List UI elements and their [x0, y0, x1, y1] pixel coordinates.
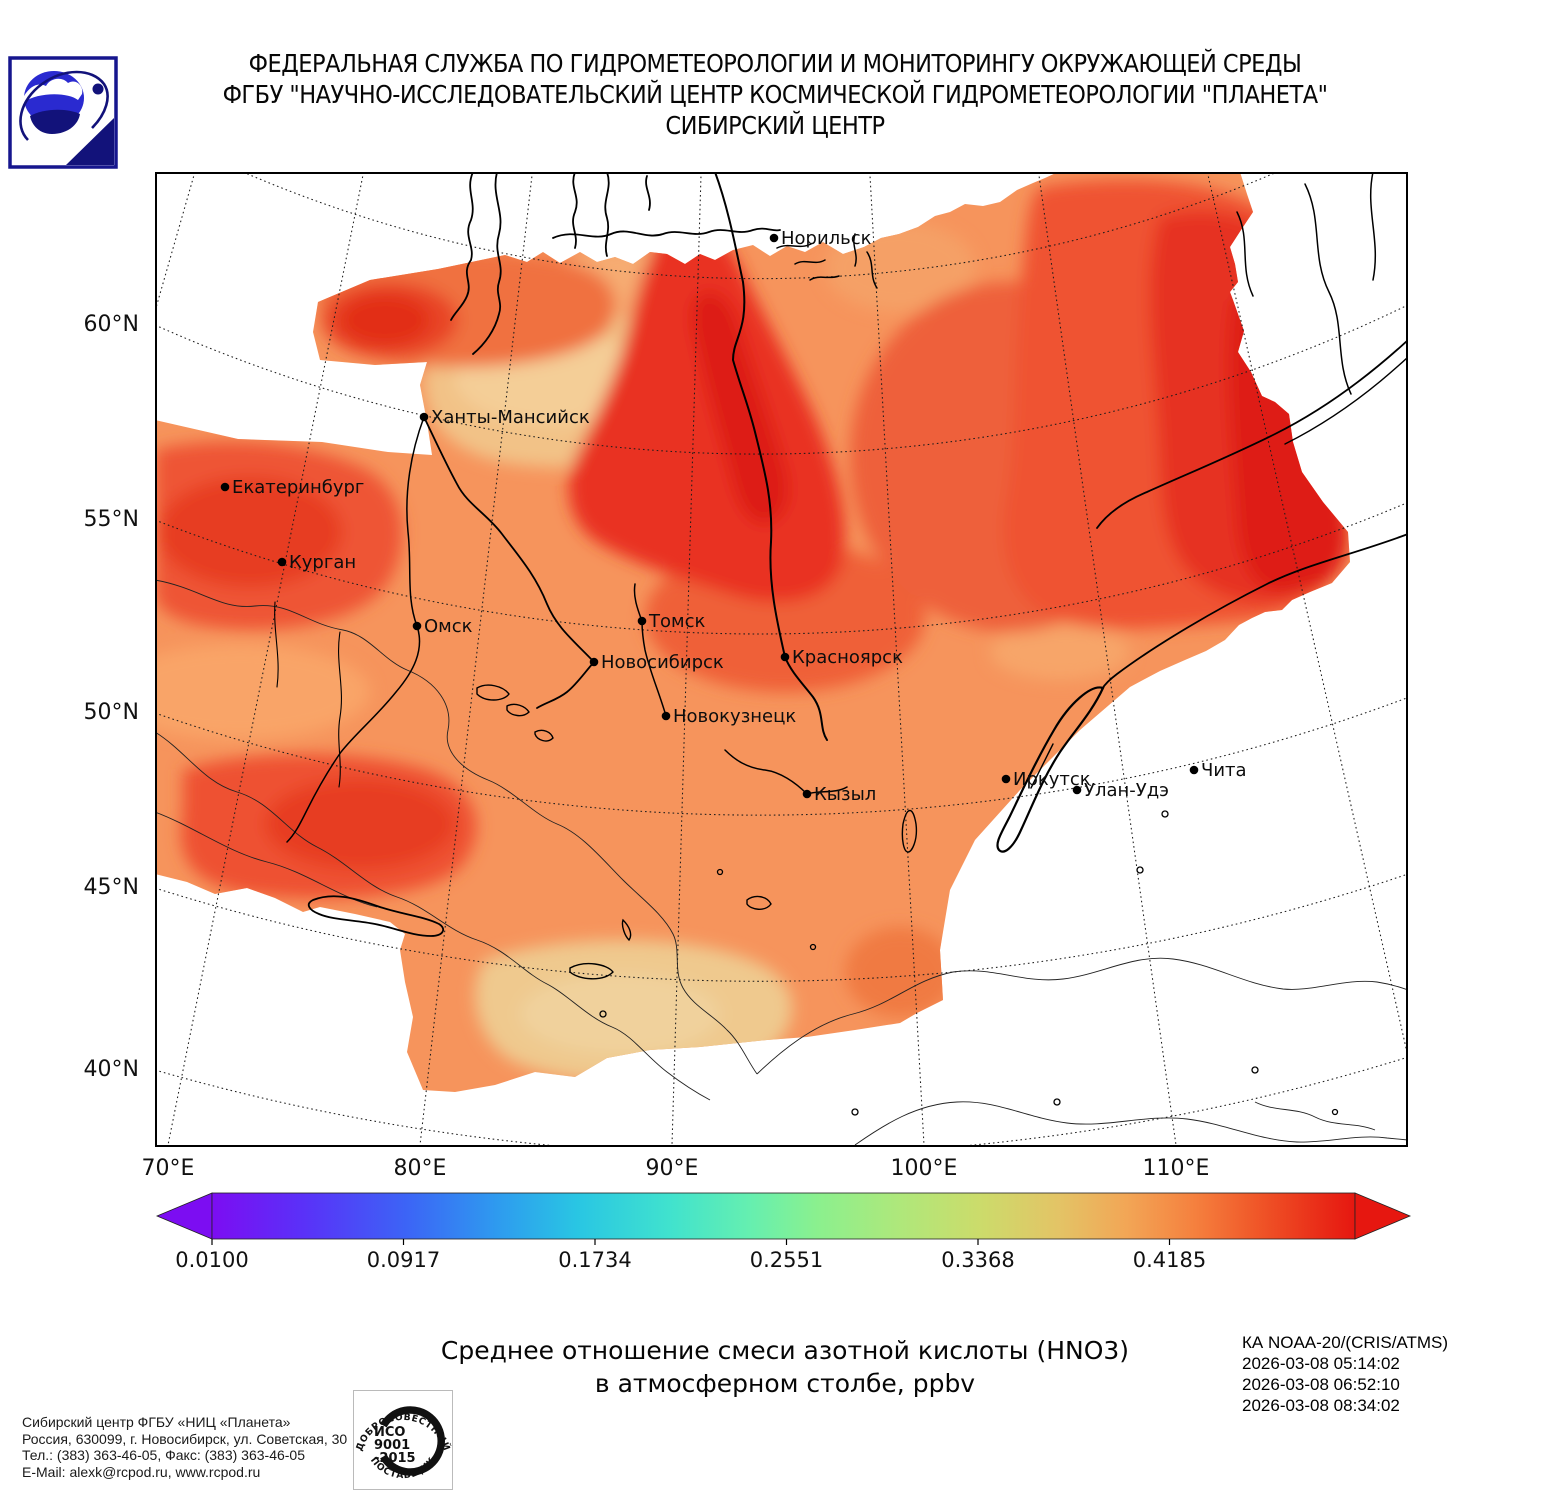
city-label: Новокузнецк: [673, 706, 796, 727]
colorbar-tick-value: 0.0100: [175, 1248, 249, 1272]
lon-tick-label: 70°E: [141, 1156, 195, 1181]
address-line: E-Mail: alexk@rcpod.ru, www.rcpod.ru: [22, 1463, 261, 1480]
city-label: Красноярск: [792, 647, 903, 668]
city-label: Новосибирск: [601, 652, 724, 673]
satellite-info: КА NOAA-20/(CRIS/ATMS) 2026-03-08 05:14:0…: [1242, 1332, 1522, 1416]
lat-tick-label: 50°N: [83, 700, 139, 725]
lon-tick-label: 100°E: [890, 1156, 958, 1181]
map-panel: Норильск Ханты-Мансийск Екатеринбург Курган…: [155, 172, 1408, 1147]
city-dot: [412, 621, 422, 631]
colorbar-ticks: [211, 1239, 1171, 1245]
city-dot: [1189, 765, 1199, 775]
iso-stamp: ДОБРОСОВЕСТНЫЙ ПОСТАВЩИК ИСО 9001 -2015: [353, 1390, 453, 1490]
city-dot: [637, 616, 647, 626]
city-label: Ханты-Мансийск: [431, 407, 590, 428]
caption-line-2: в атмосферном столбе, ppbv: [594, 1369, 976, 1398]
hno3-heat-swath: [155, 172, 1350, 1092]
hno3-map: Норильск Ханты-Мансийск Екатеринбург Курган…: [155, 172, 1408, 1147]
planeta-logo: [8, 56, 118, 169]
lon-tick-label: 90°E: [645, 1156, 699, 1181]
city-layer: Норильск Ханты-Мансийск Екатеринбург Курган…: [220, 228, 1247, 805]
stamp-c-mark: [380, 1406, 445, 1476]
planeta-logo-icon: [8, 56, 118, 169]
city-dot: [1001, 774, 1011, 784]
city-label: Иркутск: [1013, 769, 1091, 790]
satellite-info-line: 2026-03-08 08:34:02: [1242, 1396, 1400, 1415]
stamp-iso-line-1: ИСО: [374, 1425, 405, 1440]
colorbar-right-arrow: [1354, 1192, 1412, 1240]
lat-tick-label: 45°N: [83, 875, 139, 900]
stamp-iso-line-3: -2015: [374, 1451, 416, 1466]
city-label: Кызыл: [814, 784, 876, 805]
colorbar-tick-labels: 0.0100 0.0917 0.1734 0.2551 0.3368 0.4185: [155, 1248, 1415, 1276]
lat-tick-label: 60°N: [83, 312, 139, 337]
satellite-info-line: 2026-03-08 06:52:10: [1242, 1375, 1400, 1394]
country-borders: [155, 579, 1408, 1146]
colorbar-tick-value: 0.3368: [941, 1248, 1015, 1272]
stamp-iso-line-2: 9001: [374, 1438, 410, 1453]
address-line: Тел.: (383) 363-46-05, Факс: (383) 363-4…: [22, 1447, 305, 1463]
city-dot: [1072, 785, 1082, 795]
caption-line-1: Среднее отношение смеси азотной кислоты …: [440, 1336, 1130, 1365]
title-line-1: ФЕДЕРАЛЬНАЯ СЛУЖБА ПО ГИДРОМЕТЕОРОЛОГИИ …: [248, 49, 1302, 78]
city-dot: [220, 482, 230, 492]
colorbar-tick-value: 0.2551: [749, 1248, 824, 1272]
map-frame: [155, 172, 1408, 1147]
city-dot: [769, 233, 779, 243]
city-label: Томск: [648, 611, 705, 632]
stamp-iso-text: ИСО 9001 -2015: [374, 1425, 416, 1466]
colorbar-tick-value: 0.4185: [1132, 1248, 1207, 1272]
page-title: ФЕДЕРАЛЬНАЯ СЛУЖБА ПО ГИДРОМЕТЕОРОЛОГИИ …: [0, 48, 1550, 141]
address-line: Сибирский центр ФГБУ «НИЦ «Планета»: [22, 1414, 291, 1430]
lat-tick-label: 40°N: [83, 1057, 139, 1082]
address-block: Сибирский центр ФГБУ «НИЦ «Планета» Росси…: [22, 1414, 362, 1480]
satellite-info-line: 2026-03-08 05:14:02: [1242, 1354, 1400, 1373]
colorbar-tick-value: 0.1734: [558, 1248, 632, 1272]
city-dot: [661, 711, 671, 721]
rivers-and-lakes: [274, 172, 1408, 1116]
lat-tick-label: 55°N: [83, 507, 139, 532]
city-label: Омск: [424, 616, 473, 637]
address-line: Россия, 630099, г. Новосибирск, ул. Сове…: [22, 1430, 348, 1447]
colorbar: [155, 1191, 1415, 1247]
title-line-3: СИБИРСКИЙ ЦЕНТР: [665, 111, 885, 140]
city-dot: [802, 789, 812, 799]
map-caption: Среднее отношение смеси азотной кислоты …: [160, 1334, 1410, 1400]
title-line-2: ФГБУ "НАУЧНО-ИССЛЕДОВАТЕЛЬСКИЙ ЦЕНТР КОС…: [222, 80, 1328, 109]
colorbar-tick-value: 0.0917: [366, 1248, 441, 1272]
city-label: Норильск: [781, 228, 872, 249]
city-dot: [277, 557, 287, 567]
colorbar-left-arrow: [155, 1192, 213, 1240]
graticule: [155, 172, 1408, 1147]
city-label: Улан-Удэ: [1084, 780, 1169, 801]
city-label: Чита: [1201, 760, 1247, 781]
city-dot: [589, 657, 599, 667]
city-label: Курган: [289, 552, 356, 573]
city-dot: [419, 412, 429, 422]
satellite-info-line: КА NOAA-20/(CRIS/ATMS): [1242, 1333, 1449, 1352]
colorbar-gradient: [211, 1192, 1356, 1240]
city-label: Екатеринбург: [232, 477, 364, 498]
lon-tick-label: 80°E: [393, 1156, 447, 1181]
city-dot: [780, 652, 790, 662]
lon-tick-label: 110°E: [1142, 1156, 1210, 1181]
